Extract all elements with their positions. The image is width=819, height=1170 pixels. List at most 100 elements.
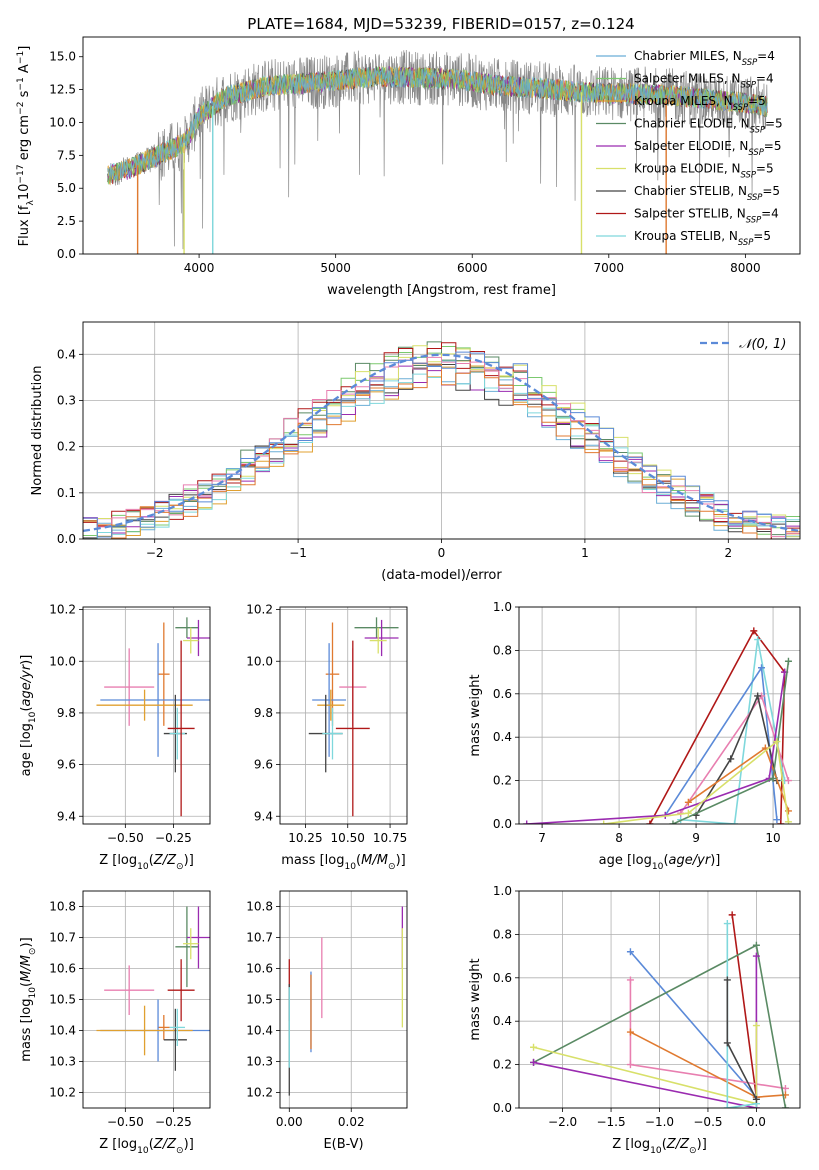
series-line bbox=[731, 914, 758, 1098]
series-point bbox=[626, 976, 634, 984]
x-tick-label: 2 bbox=[724, 546, 732, 560]
series-point bbox=[646, 820, 654, 824]
series-point bbox=[781, 1104, 789, 1108]
series-point bbox=[723, 1039, 731, 1047]
series-point bbox=[626, 948, 634, 956]
y-tick-label: 7.5 bbox=[57, 148, 76, 162]
x-tick-label: −0.50 bbox=[107, 1115, 144, 1129]
series-point bbox=[684, 798, 692, 806]
series-point bbox=[530, 1058, 538, 1066]
x-tick-label: 6000 bbox=[457, 261, 488, 275]
legend: Chabrier MILES, NSSP=4 Salpeter MILES, NS… bbox=[596, 49, 783, 247]
chart-residuals: −2 −1 0 1 2 0.0 0.1 0.2 0.3 0.4 𝒩(0, 1) (data-model… bbox=[30, 321, 801, 583]
axes-frame bbox=[82, 890, 211, 1109]
series-point bbox=[758, 664, 766, 672]
y-tick-label: 0.2 bbox=[57, 440, 76, 454]
x-tick-label: −1.5 bbox=[596, 1115, 625, 1129]
y-axis-label: Flux [fλ10−17 erg cm−2 s−1 A−1] bbox=[16, 46, 36, 247]
panels: 4000 5000 6000 7000 80000.02.55.07.510.012.5… bbox=[16, 36, 801, 1156]
axes-frame bbox=[279, 890, 408, 1109]
x-axis-label: Z [log10(Z/Z⊙)] bbox=[612, 1137, 707, 1156]
series-point bbox=[773, 738, 781, 746]
series-point bbox=[723, 976, 731, 984]
series-point bbox=[784, 657, 792, 665]
x-tick-label: 10.50 bbox=[331, 831, 365, 845]
histogram-series bbox=[83, 363, 800, 539]
series-point bbox=[752, 952, 760, 960]
chart-age-z: −0.50 −0.25 9.4 9.6 9.8 10.0 10.2 Z [log10(Z/Z⊙… bbox=[19, 603, 211, 872]
series-point bbox=[750, 627, 758, 635]
y-tick-label: 10.7 bbox=[246, 931, 273, 945]
y-tick-label: 0.0 bbox=[57, 532, 76, 546]
series-point bbox=[731, 820, 739, 824]
legend-entry: Salpeter MILES, NSSP=4 bbox=[634, 72, 774, 90]
x-tick-label: −1 bbox=[289, 546, 307, 560]
y-tick-label: 10.3 bbox=[246, 1055, 273, 1069]
x-axis-label: E(B-V) bbox=[323, 1137, 363, 1152]
legend-entry: 𝒩(0, 1) bbox=[739, 337, 786, 352]
x-tick-label: 4000 bbox=[184, 261, 215, 275]
x-tick-label: 7000 bbox=[594, 261, 625, 275]
y-tick-label: 0.2 bbox=[493, 1058, 512, 1072]
series-point bbox=[723, 1104, 731, 1108]
x-tick-label: −0.50 bbox=[107, 831, 144, 845]
mass-weight-lines bbox=[523, 627, 792, 824]
series-line bbox=[603, 740, 790, 824]
y-axis-label: mass weight bbox=[468, 674, 483, 756]
legend-entry: Kroupa STELIB, NSSP=5 bbox=[634, 229, 771, 247]
spectrum-lines bbox=[107, 50, 768, 254]
y-tick-label: 9.6 bbox=[57, 758, 76, 772]
x-tick-label: 8000 bbox=[730, 261, 761, 275]
series-line bbox=[629, 951, 758, 1098]
y-tick-label: 9.4 bbox=[254, 809, 273, 823]
y-tick-label: 1.0 bbox=[493, 884, 512, 898]
series-point bbox=[754, 692, 762, 700]
x-tick-label: 5000 bbox=[320, 261, 351, 275]
errorbars bbox=[96, 906, 210, 1071]
y-tick-label: 10.2 bbox=[246, 603, 273, 617]
y-tick-label: 0.0 bbox=[493, 1101, 512, 1115]
figure-title: PLATE=1684, MJD=53239, FIBERID=0157, z=0… bbox=[247, 15, 634, 33]
series-point bbox=[626, 1028, 634, 1036]
chart-mw-age: 7 8 9 10 0.0 0.2 0.4 0.6 0.8 1.0 age [log10(age/yr… bbox=[468, 600, 801, 872]
series-point bbox=[600, 820, 608, 824]
y-tick-label: 0.1 bbox=[57, 486, 76, 500]
errorbars bbox=[96, 617, 210, 817]
errorbars bbox=[308, 617, 399, 817]
normal-curve bbox=[83, 353, 800, 533]
axes-frame bbox=[82, 36, 801, 255]
series-line bbox=[680, 639, 786, 824]
series-point bbox=[777, 820, 785, 824]
y-axis-label: mass [log10(M/M⊙)] bbox=[19, 937, 38, 1061]
x-tick-label: 0.0 bbox=[747, 1115, 766, 1129]
x-tick-label: 0.00 bbox=[276, 1115, 303, 1129]
y-tick-label: 9.8 bbox=[57, 706, 76, 720]
x-tick-label: 8 bbox=[615, 831, 623, 845]
chart-mw-z: −2.0 −1.5 −1.0 −0.5 0.0 0.0 0.2 0.4 0.6 0.8 1.0 Z [… bbox=[468, 884, 801, 1156]
x-tick-label: −0.5 bbox=[693, 1115, 722, 1129]
y-tick-label: 2.5 bbox=[57, 214, 76, 228]
series-point bbox=[530, 1043, 538, 1051]
legend-entry: Kroupa MILES, NSSP=5 bbox=[634, 94, 766, 112]
series-point bbox=[723, 920, 731, 928]
histogram-series bbox=[83, 356, 800, 538]
y-tick-label: 15.0 bbox=[49, 50, 76, 64]
legend-entry: Chabrier MILES, NSSP=4 bbox=[634, 49, 775, 67]
y-tick-label: 0.4 bbox=[493, 1014, 512, 1028]
x-axis-label: age [log10(age/yr)] bbox=[599, 853, 721, 872]
series-point bbox=[754, 636, 762, 644]
model-spectrum-line bbox=[107, 67, 768, 180]
histogram-series bbox=[83, 351, 800, 539]
x-tick-label: 9 bbox=[692, 831, 700, 845]
y-tick-label: 0.8 bbox=[493, 643, 512, 657]
series-point bbox=[752, 1022, 760, 1030]
x-tick-label: 10.75 bbox=[373, 831, 407, 845]
x-axis-label: mass [log10(M/M⊙)] bbox=[281, 853, 405, 872]
y-tick-label: 10.8 bbox=[49, 900, 76, 914]
chart-mass-ebv: 0.00 0.02 10.2 10.3 10.4 10.5 10.6 10.7 10.8 E(B-… bbox=[246, 890, 408, 1152]
legend-entry: Chabrier ELODIE, NSSP=5 bbox=[634, 117, 783, 135]
y-tick-label: 10.5 bbox=[246, 993, 273, 1007]
x-axis-label: Z [log10(Z/Z⊙)] bbox=[99, 853, 194, 872]
series-line bbox=[695, 693, 778, 816]
